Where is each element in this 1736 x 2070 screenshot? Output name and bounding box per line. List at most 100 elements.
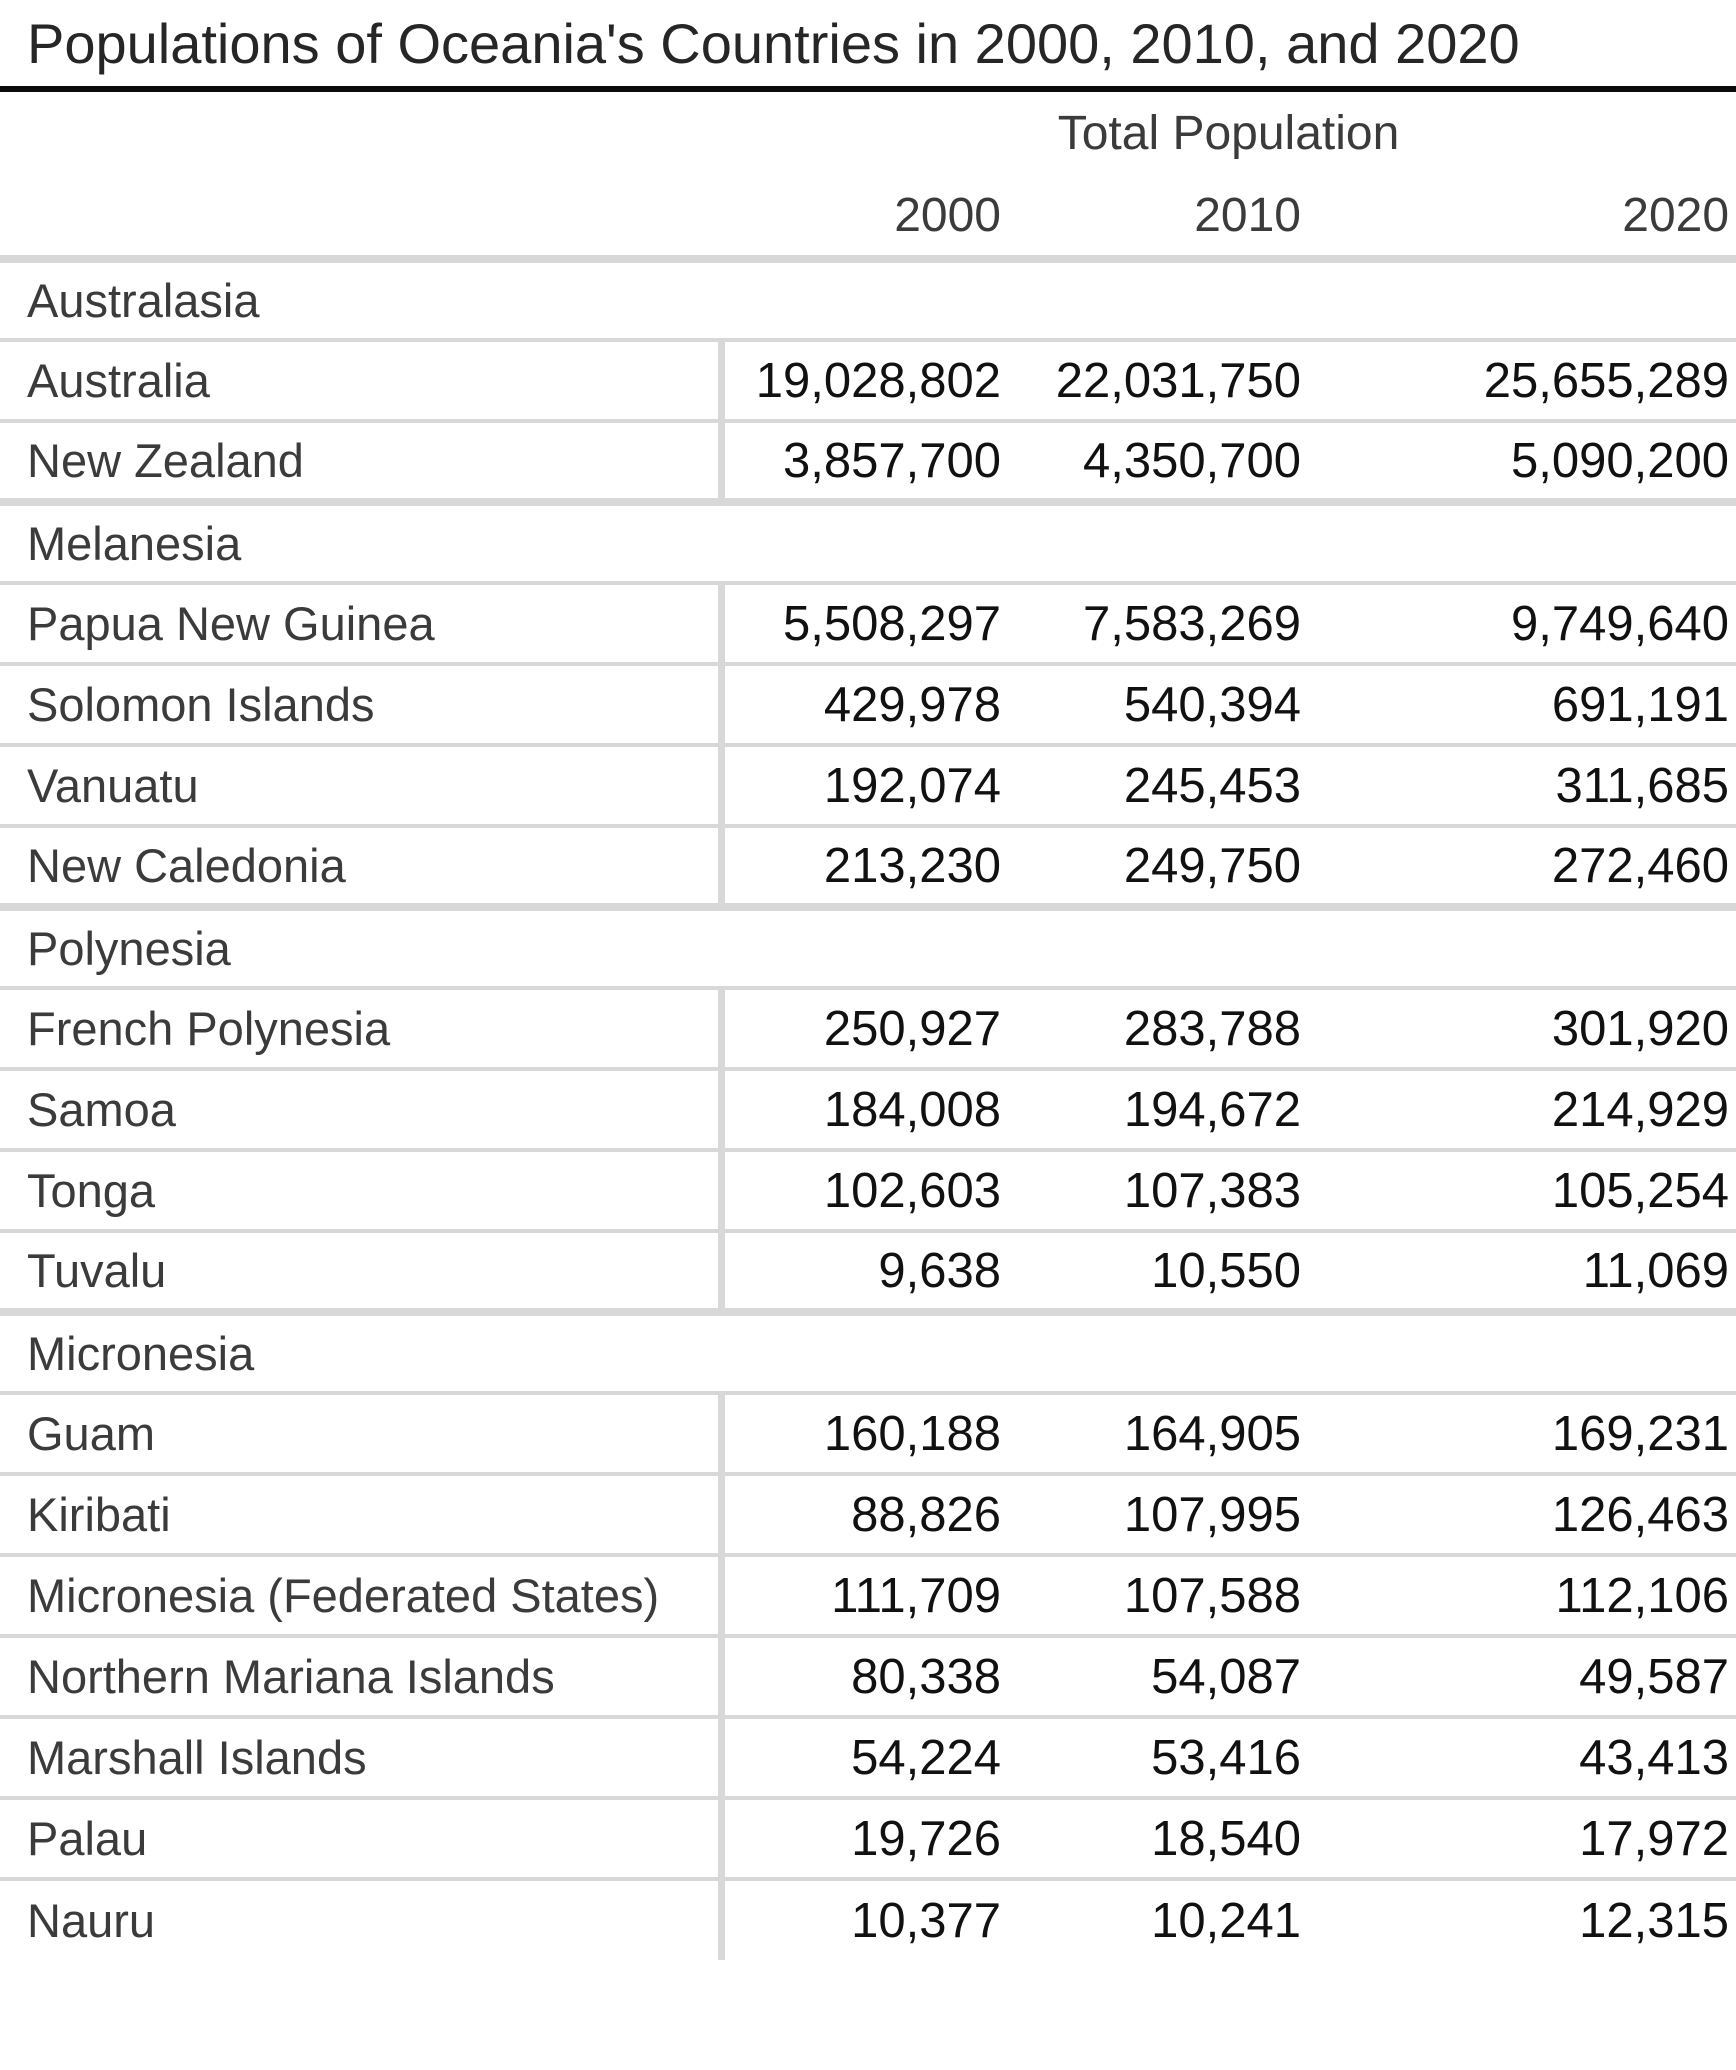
population-cell-2010: 107,383 — [1008, 1148, 1308, 1231]
region-row: Australasia — [0, 255, 1736, 340]
country-name-cell: Solomon Islands — [0, 662, 725, 745]
population-cell-2000: 9,638 — [721, 1229, 1008, 1312]
total-population-header: Total Population — [1057, 107, 1400, 160]
population-cell-2020: 691,191 — [1308, 662, 1736, 745]
country-row: Australia 19,028,802 22,031,750 25,655,289 — [0, 338, 1736, 421]
population-cell-2010: 164,905 — [1008, 1391, 1308, 1474]
population-cell-2010: 4,350,700 — [1008, 419, 1308, 502]
population-cell-2000: 102,603 — [721, 1148, 1008, 1231]
population-cell-2000: 429,978 — [721, 662, 1008, 745]
population-cell-2020: 214,929 — [1308, 1067, 1736, 1150]
population-cell-2020: 272,460 — [1308, 824, 1736, 907]
population-cell-2010: 283,788 — [1008, 986, 1308, 1069]
population-cell-2000: 10,377 — [721, 1877, 1008, 1960]
region-row: Melanesia — [0, 498, 1736, 583]
country-row: Marshall Islands 54,224 53,416 43,413 — [0, 1715, 1736, 1798]
country-name-cell: Tonga — [0, 1148, 725, 1231]
population-cell-2000: 192,074 — [721, 743, 1008, 826]
population-table: Total Population 2000 2010 2020 Australa… — [0, 92, 1736, 1960]
country-name-cell: Marshall Islands — [0, 1715, 725, 1798]
empty-corner-cell — [0, 92, 721, 175]
country-row: Northern Mariana Islands 80,338 54,087 49,5… — [0, 1634, 1736, 1717]
population-cell-2010: 540,394 — [1008, 662, 1308, 745]
year-header-2000: 2000 — [894, 188, 1001, 242]
population-cell-2000: 111,709 — [721, 1553, 1008, 1636]
country-name-cell: Nauru — [0, 1877, 725, 1960]
population-cell-2010: 22,031,750 — [1008, 338, 1308, 421]
country-name-cell: Papua New Guinea — [0, 581, 725, 664]
region-header-cell: Micronesia — [0, 1308, 1736, 1393]
population-cell-2010: 107,588 — [1008, 1553, 1308, 1636]
population-cell-2010: 18,540 — [1008, 1796, 1308, 1879]
country-name-cell: French Polynesia — [0, 986, 725, 1069]
country-row: New Caledonia 213,230 249,750 272,460 — [0, 824, 1736, 907]
population-cell-2010: 245,453 — [1008, 743, 1308, 826]
population-cell-2010: 7,583,269 — [1008, 581, 1308, 664]
country-name-cell: Kiribati — [0, 1472, 725, 1555]
population-cell-2020: 311,685 — [1308, 743, 1736, 826]
country-row: French Polynesia 250,927 283,788 301,920 — [0, 986, 1736, 1069]
country-row: Samoa 184,008 194,672 214,929 — [0, 1067, 1736, 1150]
population-cell-2000: 3,857,700 — [721, 419, 1008, 502]
country-row: Solomon Islands 429,978 540,394 691,191 — [0, 662, 1736, 745]
country-row: Tuvalu 9,638 10,550 11,069 — [0, 1229, 1736, 1312]
column-group-header-row: Total Population — [0, 92, 1736, 175]
country-row: Nauru 10,377 10,241 12,315 — [0, 1877, 1736, 1960]
population-cell-2010: 53,416 — [1008, 1715, 1308, 1798]
country-row: Guam 160,188 164,905 169,231 — [0, 1391, 1736, 1474]
population-cell-2010: 10,241 — [1008, 1877, 1308, 1960]
population-cell-2020: 126,463 — [1308, 1472, 1736, 1555]
country-row: New Zealand 3,857,700 4,350,700 5,090,200 — [0, 419, 1736, 502]
country-row: Papua New Guinea 5,508,297 7,583,269 9,749,… — [0, 581, 1736, 664]
year-header-2020: 2020 — [1622, 188, 1730, 242]
population-cell-2000: 5,508,297 — [721, 581, 1008, 664]
population-cell-2010: 194,672 — [1008, 1067, 1308, 1150]
country-name-cell: Guam — [0, 1391, 725, 1474]
country-name-cell: Palau — [0, 1796, 725, 1879]
region-header-cell: Australasia — [0, 255, 1736, 340]
country-name-cell: Samoa — [0, 1067, 725, 1150]
population-cell-2020: 12,315 — [1308, 1877, 1736, 1960]
population-cell-2000: 160,188 — [721, 1391, 1008, 1474]
population-cell-2000: 88,826 — [721, 1472, 1008, 1555]
region-header-cell: Polynesia — [0, 903, 1736, 988]
population-cell-2010: 249,750 — [1008, 824, 1308, 907]
empty-label-cell — [0, 175, 721, 259]
population-cell-2000: 213,230 — [721, 824, 1008, 907]
population-cell-2020: 169,231 — [1308, 1391, 1736, 1474]
country-name-cell: Micronesia (Federated States) — [0, 1553, 725, 1636]
country-row: Tonga 102,603 107,383 105,254 — [0, 1148, 1736, 1231]
population-cell-2020: 43,413 — [1308, 1715, 1736, 1798]
country-row: Palau 19,726 18,540 17,972 — [0, 1796, 1736, 1879]
region-header-cell: Melanesia — [0, 498, 1736, 583]
population-cell-2020: 11,069 — [1308, 1229, 1736, 1312]
population-cell-2000: 54,224 — [721, 1715, 1008, 1798]
table-title: Populations of Oceania's Countries in 20… — [27, 11, 1520, 75]
year-header-row: 2000 2010 2020 — [0, 175, 1736, 259]
year-header-2010: 2010 — [1194, 188, 1301, 242]
country-name-cell: Vanuatu — [0, 743, 725, 826]
population-cell-2020: 17,972 — [1308, 1796, 1736, 1879]
population-cell-2000: 19,028,802 — [721, 338, 1008, 421]
country-name-cell: Australia — [0, 338, 725, 421]
population-cell-2000: 19,726 — [721, 1796, 1008, 1879]
country-name-cell: New Zealand — [0, 419, 725, 502]
population-cell-2000: 250,927 — [721, 986, 1008, 1069]
population-cell-2020: 112,106 — [1308, 1553, 1736, 1636]
country-row: Kiribati 88,826 107,995 126,463 — [0, 1472, 1736, 1555]
population-cell-2020: 5,090,200 — [1308, 419, 1736, 502]
population-cell-2020: 49,587 — [1308, 1634, 1736, 1717]
region-row: Micronesia — [0, 1308, 1736, 1393]
population-cell-2000: 80,338 — [721, 1634, 1008, 1717]
population-cell-2010: 10,550 — [1008, 1229, 1308, 1312]
table-body: Australasia Australia 19,028,802 22,031,750… — [0, 255, 1736, 1960]
population-cell-2010: 54,087 — [1008, 1634, 1308, 1717]
country-name-cell: Tuvalu — [0, 1229, 725, 1312]
region-row: Polynesia — [0, 903, 1736, 988]
population-cell-2000: 184,008 — [721, 1067, 1008, 1150]
population-cell-2020: 301,920 — [1308, 986, 1736, 1069]
country-name-cell: New Caledonia — [0, 824, 725, 907]
population-cell-2020: 9,749,640 — [1308, 581, 1736, 664]
population-cell-2010: 107,995 — [1008, 1472, 1308, 1555]
table-header: Total Population 2000 2010 2020 — [0, 92, 1736, 259]
